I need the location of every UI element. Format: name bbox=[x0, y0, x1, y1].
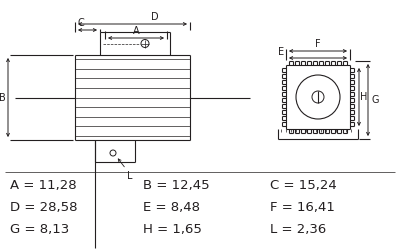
Text: F: F bbox=[315, 39, 321, 49]
Text: D: D bbox=[150, 12, 158, 22]
Text: C = 15,24: C = 15,24 bbox=[270, 179, 337, 191]
Text: D = 28,58: D = 28,58 bbox=[10, 200, 78, 213]
Text: L: L bbox=[127, 171, 132, 181]
Text: G = 8,13: G = 8,13 bbox=[10, 223, 69, 236]
Text: E: E bbox=[278, 47, 284, 57]
Text: L = 2,36: L = 2,36 bbox=[270, 223, 326, 236]
Text: E = 8,48: E = 8,48 bbox=[143, 200, 200, 213]
Text: B: B bbox=[0, 92, 5, 103]
Text: C: C bbox=[77, 18, 84, 28]
Text: H = 1,65: H = 1,65 bbox=[143, 223, 202, 236]
Text: H: H bbox=[360, 92, 367, 102]
Text: B = 12,45: B = 12,45 bbox=[143, 179, 210, 191]
Text: G: G bbox=[372, 95, 380, 105]
Text: A = 11,28: A = 11,28 bbox=[10, 179, 77, 191]
Text: A: A bbox=[133, 26, 139, 36]
Text: F = 16,41: F = 16,41 bbox=[270, 200, 335, 213]
